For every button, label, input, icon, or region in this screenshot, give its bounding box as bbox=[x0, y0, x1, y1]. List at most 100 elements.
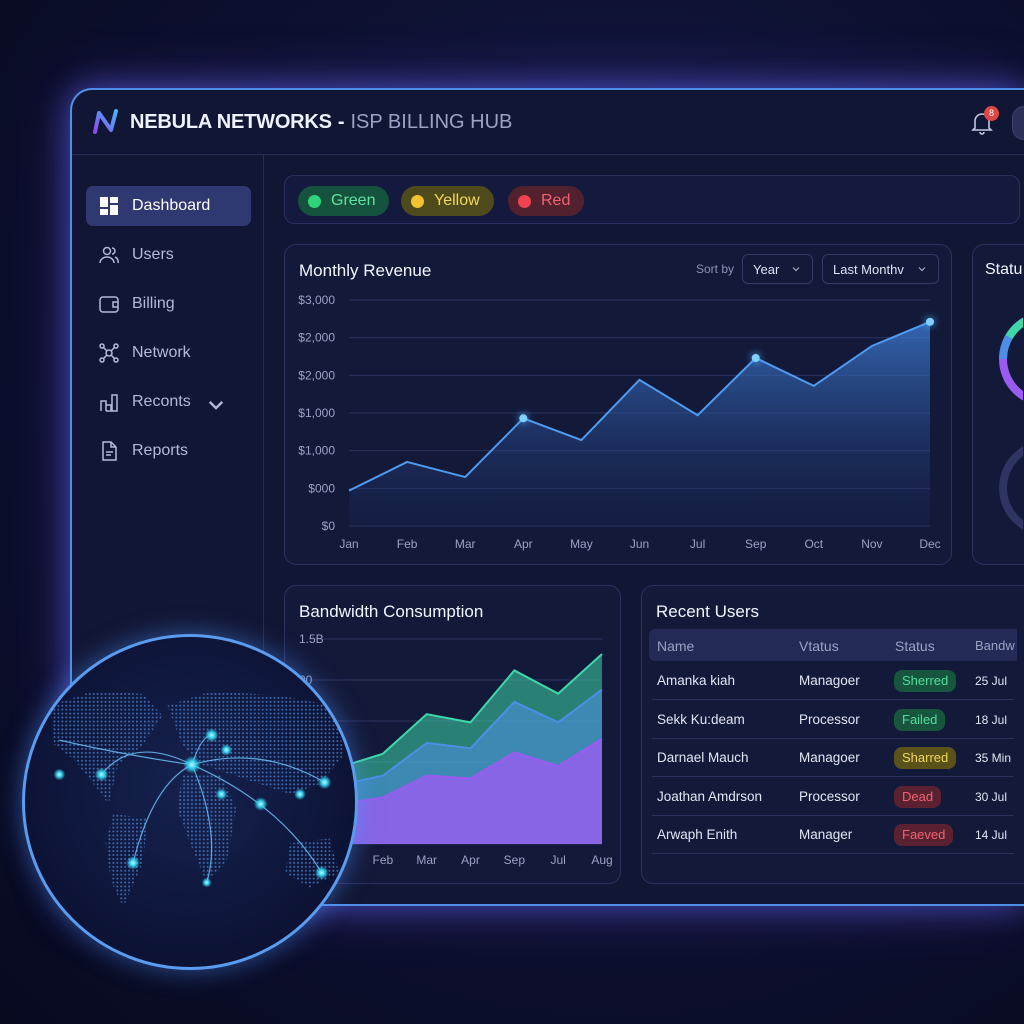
users-icon bbox=[99, 246, 119, 264]
sidebar-item-reconts[interactable]: Reconts bbox=[86, 382, 251, 422]
table-row[interactable]: Amanka kiah Managoer Sherred 25 Jul bbox=[652, 662, 1014, 700]
sidebar-item-reports[interactable]: Reports bbox=[86, 431, 251, 471]
period-select[interactable]: Last Monthv bbox=[822, 254, 939, 284]
document-icon bbox=[102, 441, 117, 461]
table-row[interactable]: Arwaph Enith Manager Faeved 14 Jul bbox=[652, 816, 1014, 854]
sidebar-item-network[interactable]: Network bbox=[86, 333, 251, 373]
bar-chart-icon bbox=[100, 394, 118, 412]
status-badge: Sherred bbox=[894, 670, 957, 692]
app-subtitle: ISP BILLING HUB bbox=[350, 110, 513, 133]
chip-label: Yellow bbox=[434, 192, 480, 209]
table-row[interactable]: Joathan Amdrson Processor Dead 30 Jul bbox=[652, 778, 1014, 816]
user-bandwidth: 30 Jul bbox=[975, 789, 1008, 804]
chevron-down-icon bbox=[918, 267, 926, 272]
recent-users-card: Recent Users Name Vtatus Status Bandw Am… bbox=[641, 585, 1024, 884]
user-bandwidth: 14 Jul bbox=[975, 828, 1008, 842]
sidebar: Dashboard Users Billing Network Reconts … bbox=[72, 155, 264, 904]
donut-segment bbox=[1005, 317, 1023, 340]
user-bandwidth: 18 Jul bbox=[975, 712, 1008, 727]
column-header-name[interactable]: Name bbox=[657, 638, 695, 654]
wallet-icon bbox=[99, 296, 119, 313]
x-tick-label: Apr bbox=[514, 537, 533, 551]
card-title: Bandwidth Consumption bbox=[299, 602, 484, 621]
status-card: Statu bbox=[972, 244, 1024, 565]
sidebar-item-label: Billing bbox=[132, 295, 175, 312]
sidebar-item-label: Reports bbox=[132, 442, 189, 459]
world-map-icon bbox=[49, 691, 345, 908]
status-badge: Failed bbox=[894, 708, 946, 731]
bandwidth-line bbox=[338, 737, 603, 806]
x-tick-label: Jun bbox=[630, 537, 649, 551]
user-role: Processor bbox=[799, 788, 860, 804]
sidebar-item-label: Reconts bbox=[132, 393, 191, 410]
y-tick-label: $2,000 bbox=[298, 368, 335, 382]
sidebar-item-users[interactable]: Users bbox=[86, 235, 251, 275]
notification-badge: 8 bbox=[984, 106, 999, 121]
status-badge: Faeved bbox=[894, 824, 954, 846]
user-bandwidth: 25 Jul bbox=[975, 674, 1008, 688]
sort-select[interactable]: Year bbox=[742, 254, 813, 284]
chip-label: Green bbox=[331, 192, 376, 209]
donut-segment bbox=[999, 334, 1013, 360]
world-map-globe bbox=[22, 634, 358, 970]
x-tick-label: Dec bbox=[919, 537, 940, 551]
user-name: Arwaph Enith bbox=[657, 827, 738, 842]
sidebar-item-label: Dashboard bbox=[132, 197, 211, 214]
network-icon bbox=[99, 343, 119, 363]
bandwidth-line bbox=[338, 688, 603, 787]
y-tick-label: $1,000 bbox=[298, 406, 335, 420]
x-tick-label: Jul bbox=[690, 537, 705, 551]
select-value: Last Monthv bbox=[833, 261, 904, 277]
sidebar-item-billing[interactable]: Billing bbox=[86, 284, 251, 324]
x-tick-label: Oct bbox=[804, 537, 823, 551]
bandwidth-chart: 1.5B00FebMarAprSepJulAug bbox=[299, 632, 613, 867]
table-row[interactable]: Darnael Mauch Managoer Sharred 35 Min bbox=[652, 739, 1014, 777]
data-point bbox=[751, 354, 760, 363]
column-header-status[interactable]: Status bbox=[895, 638, 935, 654]
y-tick-label: $2,000 bbox=[298, 331, 335, 345]
user-role: Managoer bbox=[799, 750, 860, 765]
y-tick-label: $3,000 bbox=[298, 293, 335, 307]
revenue-area bbox=[349, 321, 930, 526]
x-tick-label: May bbox=[570, 537, 593, 551]
x-tick-label: Nov bbox=[861, 537, 882, 551]
bandwidth-line bbox=[338, 653, 603, 769]
app-window: NEBULA NETWORKS - ISP BILLING HUB 8 Dash… bbox=[70, 88, 1024, 906]
monthly-revenue-card: Monthly Revenue Sort by Year Last Monthv… bbox=[284, 244, 952, 565]
status-chip-green[interactable]: Green bbox=[298, 186, 390, 216]
chip-label: Red bbox=[541, 192, 571, 209]
x-tick-label: Feb bbox=[372, 853, 393, 867]
brand-separator: - bbox=[337, 110, 345, 133]
x-tick-label: Sep bbox=[504, 853, 526, 867]
x-tick-label: Feb bbox=[397, 537, 418, 551]
x-tick-label: Jul bbox=[550, 853, 565, 867]
status-badge: Sharred bbox=[894, 747, 957, 769]
user-bandwidth: 35 Min bbox=[975, 751, 1012, 765]
chevron-down-icon[interactable] bbox=[205, 394, 227, 416]
status-filter-bar: Green Yellow Red bbox=[284, 175, 1020, 224]
chevron-down-icon bbox=[792, 267, 800, 272]
donut-ring bbox=[999, 446, 1023, 530]
table-header bbox=[649, 629, 1017, 661]
status-chip-red[interactable]: Red bbox=[508, 186, 585, 216]
column-header-bandwidth[interactable]: Bandw bbox=[975, 638, 1015, 653]
status-chip-yellow[interactable]: Yellow bbox=[401, 186, 494, 216]
brand-name: NEBULA NETWORKS bbox=[130, 110, 332, 133]
user-role: Processor bbox=[799, 711, 860, 727]
x-tick-label: Mar bbox=[416, 853, 437, 867]
y-tick-label: $1,000 bbox=[298, 444, 335, 458]
user-name: Darnael Mauch bbox=[657, 750, 749, 765]
red-dot-icon bbox=[518, 194, 531, 208]
user-role: Manager bbox=[799, 827, 853, 842]
card-title: Statu bbox=[985, 261, 1023, 278]
card-title: Monthly Revenue bbox=[299, 261, 432, 280]
user-avatar[interactable] bbox=[1012, 106, 1024, 140]
green-dot-icon bbox=[308, 194, 321, 208]
column-header-role[interactable]: Vtatus bbox=[799, 638, 839, 654]
sidebar-item-dashboard[interactable]: Dashboard bbox=[86, 186, 251, 226]
table-row[interactable]: Sekk Ku:deam Processor Failed 18 Jul bbox=[652, 701, 1014, 739]
status-badge: Dead bbox=[894, 785, 942, 808]
user-name: Amanka kiah bbox=[657, 673, 736, 688]
user-role: Managoer bbox=[799, 673, 860, 688]
sidebar-item-label: Users bbox=[132, 246, 174, 263]
